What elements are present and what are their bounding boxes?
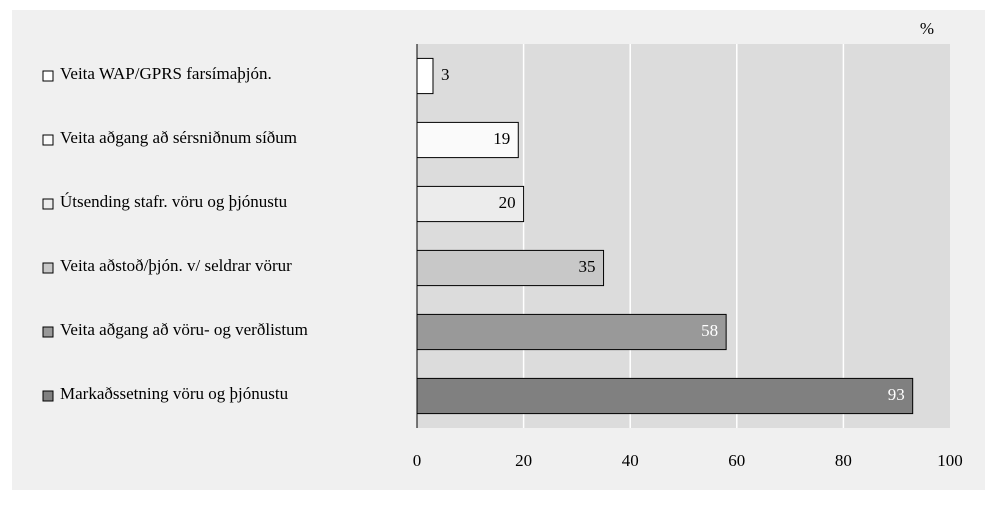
unit-label: %	[920, 19, 934, 38]
bar	[416, 57, 434, 95]
category-label: Markaðssetning vöru og þjónustu	[60, 384, 289, 403]
legend-marker	[42, 390, 54, 402]
legend-marker	[42, 198, 54, 210]
x-tick-label: 80	[835, 451, 852, 470]
value-label: 93	[888, 385, 905, 404]
legend-marker	[42, 326, 54, 338]
value-label: 19	[493, 129, 510, 148]
legend-marker	[42, 70, 54, 82]
value-label: 58	[701, 321, 718, 340]
legend-marker	[42, 262, 54, 274]
x-tick-label: 60	[728, 451, 745, 470]
value-label: 35	[579, 257, 596, 276]
bar	[416, 313, 727, 351]
legend-marker	[42, 134, 54, 146]
value-label: 20	[499, 193, 516, 212]
category-label: Veita aðgang að vöru- og verðlistum	[60, 320, 308, 339]
plot-area	[417, 44, 950, 428]
category-label: Veita aðstoð/þjón. v/ seldrar vörur	[60, 256, 292, 275]
bar	[416, 249, 605, 287]
bar	[416, 121, 519, 159]
x-tick-label: 40	[622, 451, 639, 470]
category-label: Útsending stafr. vöru og þjónustu	[60, 192, 288, 211]
bar	[416, 377, 914, 415]
x-tick-label: 20	[515, 451, 532, 470]
value-label: 3	[441, 65, 450, 84]
category-label: Veita aðgang að sérsniðnum síðum	[60, 128, 297, 147]
bar	[416, 185, 525, 223]
x-tick-label: 100	[937, 451, 963, 470]
x-tick-label: 0	[413, 451, 422, 470]
category-label: Veita WAP/GPRS farsímaþjón.	[60, 64, 272, 83]
